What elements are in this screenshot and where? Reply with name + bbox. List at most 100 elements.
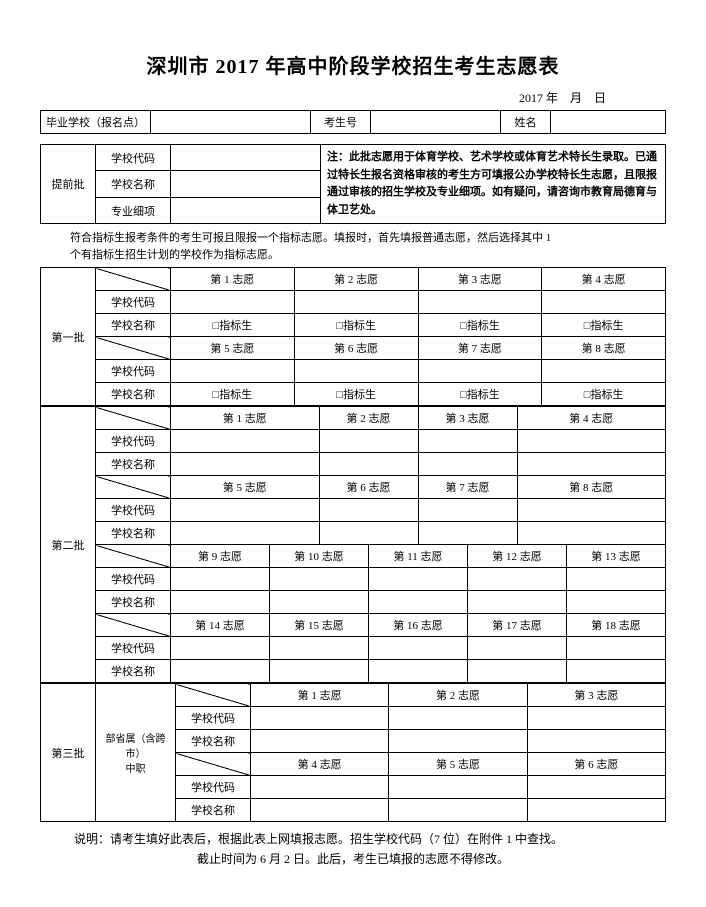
- school-name-label: 学校名称: [176, 799, 251, 822]
- choice-header: 第 14 志愿: [171, 614, 270, 637]
- indicator-cell[interactable]: □指标生: [542, 383, 666, 406]
- cell[interactable]: [319, 430, 418, 453]
- cell[interactable]: [517, 522, 666, 545]
- cell[interactable]: [270, 568, 369, 591]
- choice-header: 第 5 志愿: [389, 753, 527, 776]
- cell[interactable]: [567, 637, 666, 660]
- cell[interactable]: [389, 707, 527, 730]
- cell[interactable]: [527, 730, 665, 753]
- choice-header: 第 2 志愿: [389, 684, 527, 707]
- cell[interactable]: [369, 591, 468, 614]
- cell[interactable]: [270, 591, 369, 614]
- batch3-title: 第三批: [41, 684, 96, 822]
- cell[interactable]: [171, 568, 270, 591]
- school-name-label: 学校名称: [96, 383, 171, 406]
- cell[interactable]: [527, 707, 665, 730]
- cell[interactable]: [251, 799, 389, 822]
- pre-batch-note: 注：此批志愿用于体育学校、艺术学校或体育艺术特长生录取。已通过特长生报名资格审核…: [321, 145, 666, 224]
- cell[interactable]: [517, 430, 666, 453]
- cell[interactable]: [171, 453, 320, 476]
- cell[interactable]: [418, 360, 542, 383]
- cell[interactable]: [251, 730, 389, 753]
- cell[interactable]: [319, 522, 418, 545]
- cell[interactable]: [418, 499, 517, 522]
- cell[interactable]: [294, 360, 418, 383]
- cell[interactable]: [294, 291, 418, 314]
- cell[interactable]: [418, 453, 517, 476]
- diag-cell: [176, 753, 251, 776]
- choice-header: 第 1 志愿: [171, 268, 295, 291]
- school-name-label: 学校名称: [176, 730, 251, 753]
- cell[interactable]: [171, 499, 320, 522]
- cell[interactable]: [369, 637, 468, 660]
- cell[interactable]: [517, 499, 666, 522]
- indicator-cell[interactable]: □指标生: [418, 383, 542, 406]
- school-code-label: 学校代码: [176, 776, 251, 799]
- cell[interactable]: [418, 291, 542, 314]
- pb-major-value[interactable]: [171, 197, 321, 223]
- cell[interactable]: [251, 776, 389, 799]
- cell[interactable]: [468, 660, 567, 683]
- cell[interactable]: [319, 499, 418, 522]
- cell[interactable]: [468, 568, 567, 591]
- cell[interactable]: [171, 430, 320, 453]
- choice-header: 第 12 志愿: [468, 545, 567, 568]
- pb-school-name-value[interactable]: [171, 171, 321, 197]
- cell[interactable]: [171, 360, 295, 383]
- school-code-label: 学校代码: [96, 637, 171, 660]
- name-value[interactable]: [551, 111, 666, 134]
- cell[interactable]: [270, 660, 369, 683]
- indicator-cell[interactable]: □指标生: [171, 314, 295, 337]
- school-code-label: 学校代码: [96, 499, 171, 522]
- batch1-title: 第一批: [41, 268, 96, 406]
- cell[interactable]: [527, 776, 665, 799]
- cell[interactable]: [171, 637, 270, 660]
- cell[interactable]: [527, 799, 665, 822]
- cell[interactable]: [567, 591, 666, 614]
- batch3-table: 第三批 部省属（含跨市） 中职 第 1 志愿 第 2 志愿 第 3 志愿 学校代…: [40, 683, 666, 822]
- choice-header: 第 9 志愿: [171, 545, 270, 568]
- school-name-label: 学校名称: [96, 660, 171, 683]
- indicator-cell[interactable]: □指标生: [294, 383, 418, 406]
- cell[interactable]: [389, 730, 527, 753]
- cell[interactable]: [369, 568, 468, 591]
- indicator-cell[interactable]: □指标生: [418, 314, 542, 337]
- school-code-label: 学校代码: [96, 430, 171, 453]
- choice-header: 第 8 志愿: [517, 476, 666, 499]
- candidate-no-value[interactable]: [371, 111, 501, 134]
- inter-text: 符合指标生报考条件的考生可报且限报一个指标志愿。填报时，首先填报普通志愿，然后选…: [70, 230, 666, 263]
- cell[interactable]: [270, 637, 369, 660]
- school-code-label: 学校代码: [96, 568, 171, 591]
- cell[interactable]: [319, 453, 418, 476]
- cell[interactable]: [171, 591, 270, 614]
- cell[interactable]: [171, 522, 320, 545]
- cell[interactable]: [468, 637, 567, 660]
- cell[interactable]: [369, 660, 468, 683]
- choice-header: 第 11 志愿: [369, 545, 468, 568]
- cell[interactable]: [251, 707, 389, 730]
- cell[interactable]: [567, 568, 666, 591]
- cell[interactable]: [171, 660, 270, 683]
- indicator-cell[interactable]: □指标生: [294, 314, 418, 337]
- cell[interactable]: [468, 591, 567, 614]
- choice-header: 第 4 志愿: [542, 268, 666, 291]
- cell[interactable]: [517, 453, 666, 476]
- choice-header: 第 3 志愿: [418, 407, 517, 430]
- school-code-label: 学校代码: [176, 707, 251, 730]
- cell[interactable]: [567, 660, 666, 683]
- cell[interactable]: [418, 522, 517, 545]
- cell[interactable]: [542, 360, 666, 383]
- pb-school-code-value[interactable]: [171, 145, 321, 171]
- choice-header: 第 4 志愿: [517, 407, 666, 430]
- indicator-cell[interactable]: □指标生: [171, 383, 295, 406]
- cell[interactable]: [389, 799, 527, 822]
- cell[interactable]: [542, 291, 666, 314]
- cell[interactable]: [171, 291, 295, 314]
- choice-header: 第 4 志愿: [251, 753, 389, 776]
- cell[interactable]: [389, 776, 527, 799]
- batch3-sub-title: 部省属（含跨市） 中职: [96, 684, 176, 822]
- indicator-cell[interactable]: □指标生: [542, 314, 666, 337]
- cell[interactable]: [418, 430, 517, 453]
- pb-school-name-label: 学校名称: [96, 171, 171, 197]
- grad-school-value[interactable]: [151, 111, 311, 134]
